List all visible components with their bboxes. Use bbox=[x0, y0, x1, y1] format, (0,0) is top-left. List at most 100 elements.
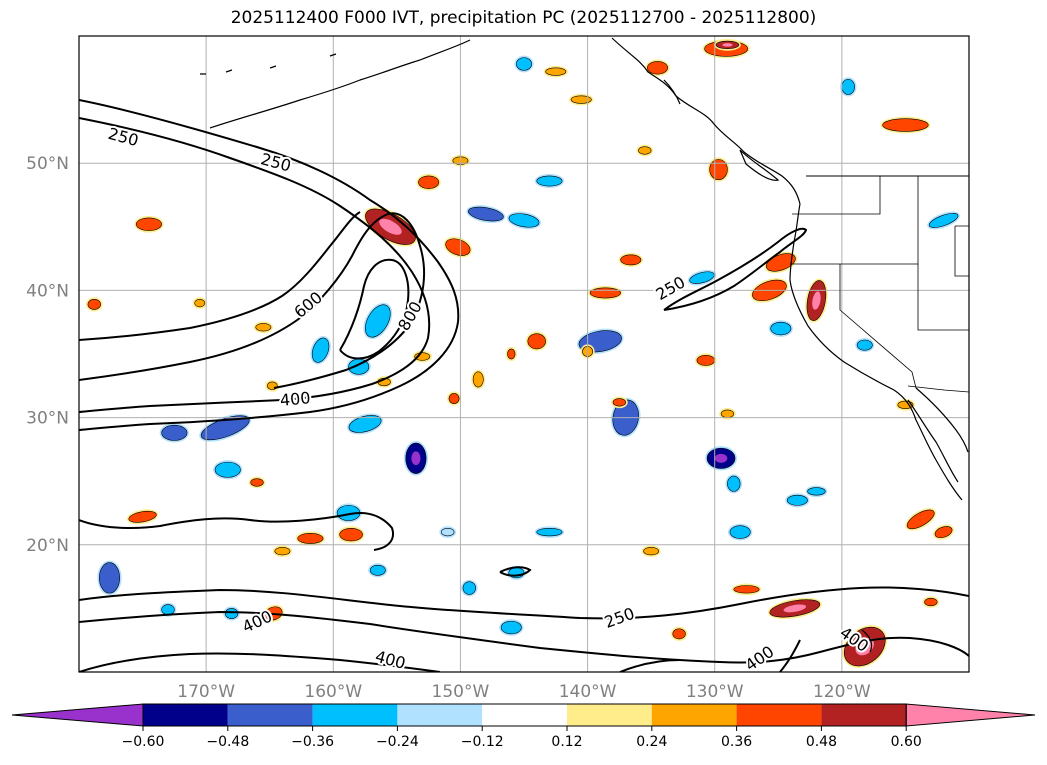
colorbar-tick-label: −0.12 bbox=[461, 734, 504, 750]
ivt-contour-label: 400 bbox=[373, 647, 407, 673]
precip-anomaly bbox=[805, 278, 828, 323]
precip-anomaly bbox=[363, 302, 393, 340]
border-state-line-2 bbox=[790, 176, 919, 265]
precip-anomaly bbox=[443, 236, 473, 258]
precip-anomaly bbox=[335, 503, 362, 523]
precip-anomaly bbox=[880, 116, 931, 134]
precip-anomaly bbox=[505, 346, 518, 362]
colorbar-tick-label: −0.60 bbox=[122, 734, 165, 750]
precip-anomaly bbox=[471, 369, 486, 390]
precip-anomaly bbox=[439, 526, 457, 538]
colorbar-segment bbox=[397, 704, 483, 726]
precip-anomaly bbox=[416, 173, 441, 191]
precip-anomaly bbox=[253, 321, 273, 334]
coastline-vancouver-island bbox=[739, 149, 780, 181]
colorbar-segment bbox=[736, 704, 822, 726]
ivt-contour-400-inner bbox=[79, 211, 361, 341]
precip-anomaly bbox=[731, 583, 762, 596]
colorbar-segment bbox=[312, 704, 398, 726]
lon-label: 150°W bbox=[432, 682, 490, 702]
lat-label: 30°N bbox=[26, 409, 69, 429]
precip-anomaly bbox=[670, 626, 688, 641]
precip-anomaly bbox=[855, 338, 875, 353]
colorbar-tick-label: −0.36 bbox=[291, 734, 334, 750]
precip-anomaly bbox=[842, 625, 888, 668]
precip-anomaly bbox=[126, 509, 159, 525]
precip-anomaly bbox=[272, 545, 293, 557]
border-state-line-3 bbox=[917, 264, 969, 331]
precip-anomaly bbox=[337, 526, 365, 543]
map-title: 2025112400 F000 IVT, precipitation PC (2… bbox=[230, 8, 817, 28]
lat-label: 20°N bbox=[26, 536, 69, 556]
precip-anomaly bbox=[466, 205, 506, 224]
lat-label: 50°N bbox=[26, 154, 69, 174]
ivt-contour-label: 250 bbox=[652, 272, 688, 304]
precip-anomaly bbox=[641, 545, 661, 557]
precip-anomaly bbox=[687, 269, 717, 286]
colorbar-tick-label: −0.24 bbox=[376, 734, 419, 750]
ivt-contour-250-east bbox=[663, 227, 808, 311]
lon-label: 140°W bbox=[559, 682, 617, 702]
precip-anomaly bbox=[768, 320, 793, 337]
precip-anomaly bbox=[134, 215, 164, 233]
ivt-contour-label: 400 bbox=[279, 388, 311, 410]
lat-lon-gridlines bbox=[79, 36, 969, 672]
latitude-labels: 20°N 30°N 40°N 50°N bbox=[26, 154, 69, 556]
precip-anomaly bbox=[368, 563, 388, 578]
precip-anomaly bbox=[636, 144, 654, 157]
coastline-baja bbox=[907, 399, 959, 483]
precip-anomaly bbox=[446, 391, 462, 406]
border-us-mexico bbox=[907, 385, 969, 393]
ivt-contour-southeast bbox=[619, 639, 801, 672]
colorbar-tick-label: 0.48 bbox=[806, 734, 837, 750]
ivt-contour-label: 600 bbox=[290, 288, 326, 322]
precip-anomaly bbox=[265, 379, 280, 392]
lon-label: 130°W bbox=[686, 682, 744, 702]
precip-anomaly bbox=[588, 285, 623, 301]
precip-anomaly bbox=[905, 508, 937, 531]
colorbar-tick-label: 0.60 bbox=[891, 734, 922, 750]
lon-label: 120°W bbox=[813, 682, 871, 702]
ivt-contour-small-2 bbox=[79, 512, 394, 551]
coastline-us-west bbox=[789, 203, 963, 501]
border-ca-nv bbox=[839, 264, 917, 389]
precip-anomaly bbox=[713, 39, 741, 51]
colorbar-extend-high bbox=[905, 703, 1036, 727]
ivt-contour-600 bbox=[79, 212, 426, 389]
precip-anomaly bbox=[248, 476, 266, 489]
colorbar-segment bbox=[227, 704, 313, 726]
precip-anomaly bbox=[310, 335, 331, 365]
ivt-contour-label: 250 bbox=[602, 604, 637, 632]
precip-anomaly bbox=[506, 211, 542, 230]
longitude-labels: 170°W 160°W 150°W 140°W 130°W 120°W bbox=[177, 682, 871, 702]
ivt-contour-250-south bbox=[79, 586, 969, 620]
ivt-contour-small-1 bbox=[499, 566, 532, 577]
colorbar-segment bbox=[567, 704, 652, 726]
colorbar-tick-label: 0.24 bbox=[636, 734, 667, 750]
colorbar-tick-label: −0.48 bbox=[206, 734, 249, 750]
precip-anomaly bbox=[412, 350, 432, 363]
precip-anomaly bbox=[839, 77, 857, 97]
precip-anomaly bbox=[707, 157, 730, 182]
precip-anomaly bbox=[525, 331, 548, 351]
precip-anomaly bbox=[767, 597, 822, 620]
precip-anomaly bbox=[534, 173, 565, 189]
coastline-bc bbox=[611, 37, 801, 205]
precip-anomaly bbox=[725, 474, 743, 494]
lon-label: 160°W bbox=[304, 682, 362, 702]
colorbar: −0.60 −0.48 −0.36 −0.24 −0.12 0.12 0.24 0.36 0.4… bbox=[11, 703, 1036, 750]
precip-anomaly bbox=[363, 207, 418, 247]
precip-anomaly bbox=[645, 59, 670, 77]
coastline-gulf-california bbox=[915, 387, 969, 453]
ivt-contour-label: 250 bbox=[259, 149, 293, 175]
ivt-contour-label: 250 bbox=[106, 124, 140, 150]
colorbar-extend-low bbox=[11, 703, 144, 727]
ivt-contour-400 bbox=[79, 117, 431, 413]
colorbar-tick-label: 0.12 bbox=[551, 734, 582, 750]
colorbar-segment bbox=[821, 704, 907, 726]
lat-label: 40°N bbox=[26, 281, 69, 301]
colorbar-segment bbox=[143, 704, 228, 726]
precip-anomaly bbox=[727, 523, 753, 541]
precip-anomaly bbox=[694, 353, 717, 368]
